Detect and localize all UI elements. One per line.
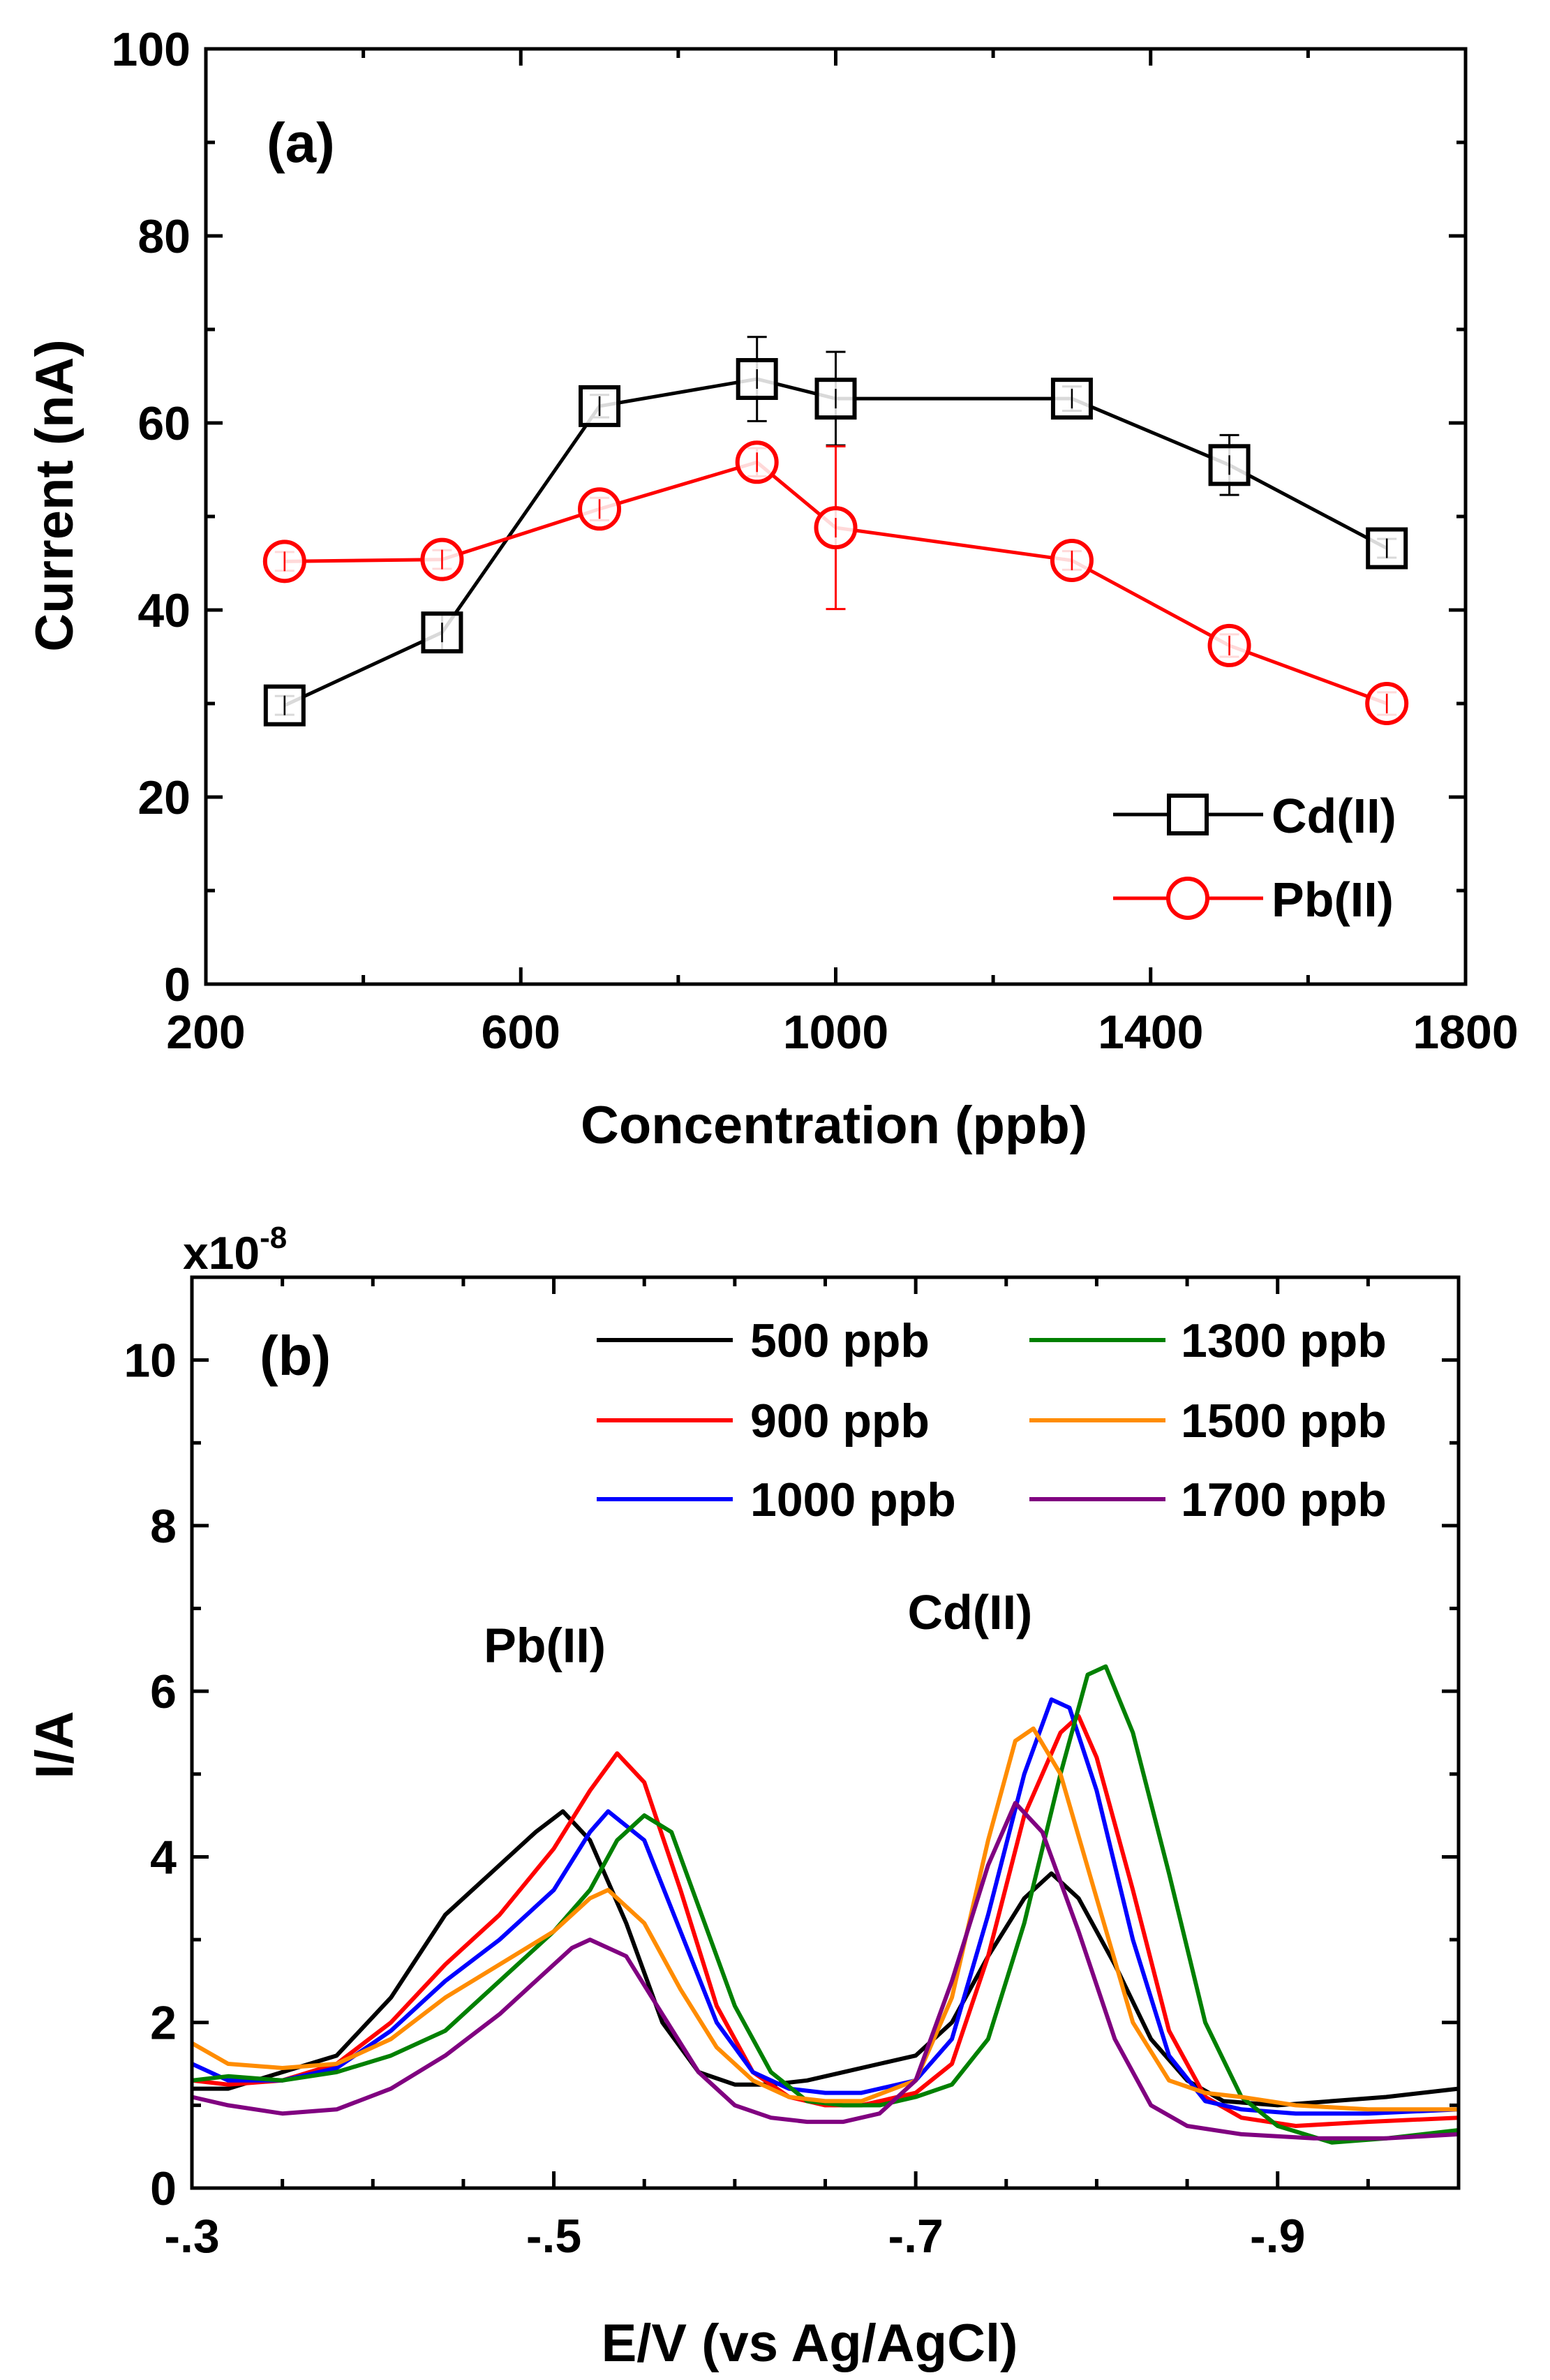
y-tick-label: 10: [124, 1334, 177, 1388]
x-tick-label: -.5: [526, 2210, 581, 2263]
y-tick-label: 0: [150, 2162, 177, 2215]
panel-a-legend: Cd(II) Pb(II): [1113, 789, 1396, 927]
legend-label: 1700 ppb: [1181, 1473, 1387, 1526]
legend-label: 1000 ppb: [750, 1473, 956, 1526]
x-tick-label: -.9: [1250, 2210, 1305, 2263]
x-tick-label: 600: [482, 1006, 560, 1059]
y-tick-label: 60: [137, 397, 191, 450]
panel-b-series: [191, 1664, 1459, 2145]
y-tick-label: 2: [150, 1997, 177, 2050]
x-tick-label: 1400: [1098, 1006, 1203, 1059]
y-tick-label: 80: [137, 210, 191, 263]
x-tick-label: 1000: [783, 1006, 888, 1059]
x-tick-label: 200: [166, 1006, 245, 1059]
legend-marker-pb: [1166, 877, 1209, 920]
legend-label: 1500 ppb: [1181, 1394, 1387, 1448]
x-tick-label: 1800: [1413, 1006, 1518, 1059]
panel-b-axis-multiplier: x10-8: [183, 1221, 287, 1279]
panel-a-y-axis-title: Current (nA): [25, 339, 84, 652]
multiplier-exponent: -8: [260, 1221, 287, 1255]
panel-b-label: (b): [260, 1325, 331, 1387]
panel-b-x-axis-title: E/V (vs Ag/AgCl): [602, 2314, 1018, 2373]
series-Cd(II): [263, 336, 1408, 727]
peak-label: Cd(II): [908, 1585, 1033, 1639]
series-line-1500-ppb: [191, 1726, 1459, 2112]
panel-b-y-axis-title: I/A: [25, 1711, 84, 1778]
legend-label: 900 ppb: [750, 1394, 930, 1448]
legend-item: 1700 ppb: [1029, 1473, 1387, 1526]
panel-a-plot-frame: [204, 47, 1468, 986]
multiplier-base: x10: [183, 1227, 260, 1279]
legend-item: 900 ppb: [597, 1394, 930, 1448]
series-line-1000-ppb: [191, 1697, 1459, 2116]
series-line: [284, 460, 1388, 706]
y-tick-label: 8: [150, 1500, 177, 1553]
y-tick-label: 20: [137, 771, 191, 824]
series-line: [283, 377, 1388, 707]
legend-label: 1300 ppb: [1181, 1314, 1387, 1367]
panel-a-series: [262, 336, 1409, 727]
legend-item: 1500 ppb: [1029, 1394, 1387, 1448]
series-Pb(II): [262, 440, 1409, 725]
panel-a-x-axis-title: Concentration (ppb): [581, 1096, 1087, 1155]
series-line-1300-ppb: [191, 1664, 1459, 2145]
legend-item: 500 ppb: [597, 1314, 930, 1367]
panel-b-plot-frame: [190, 1275, 1461, 2190]
y-tick-label: 100: [112, 23, 191, 76]
panel-a-chart: 200 600 1000 1400 1800 0 20 40 60 80 100 (a) Conce…: [25, 23, 1519, 1155]
legend-item: 1300 ppb: [1029, 1314, 1387, 1367]
peak-label: Pb(II): [484, 1619, 606, 1673]
panel-b-peak-labels: Pb(II) Cd(II): [484, 1585, 1032, 1672]
panel-b-chart: -.3 -.5 -.7 -.9 0 2 4 6 8 10 x10-8 (b) E/V (vs Ag…: [25, 1221, 1461, 2373]
legend-marker-cd: [1167, 794, 1209, 835]
panel-a-label: (a): [267, 112, 335, 174]
y-tick-label: 6: [150, 1665, 177, 1718]
series-line-1700-ppb: [191, 1801, 1459, 2141]
y-tick-label: 4: [150, 1831, 177, 1884]
panel-b-legend: 500 ppb 900 ppb 1000 ppb 1300 ppb 1500 ppb 17…: [597, 1314, 1387, 1526]
legend-item: 1000 ppb: [597, 1473, 956, 1526]
y-tick-label: 40: [137, 584, 191, 637]
legend-label: 500 ppb: [750, 1314, 930, 1367]
y-tick-label: 0: [164, 958, 191, 1011]
legend-label-cd: Cd(II): [1272, 789, 1396, 843]
panel-a-ticks: 200 600 1000 1400 1800 0 20 40 60 80 100: [112, 23, 1519, 1059]
x-tick-label: -.3: [164, 2210, 219, 2263]
legend-label-pb: Pb(II): [1272, 872, 1394, 927]
x-tick-label: -.7: [888, 2210, 943, 2263]
